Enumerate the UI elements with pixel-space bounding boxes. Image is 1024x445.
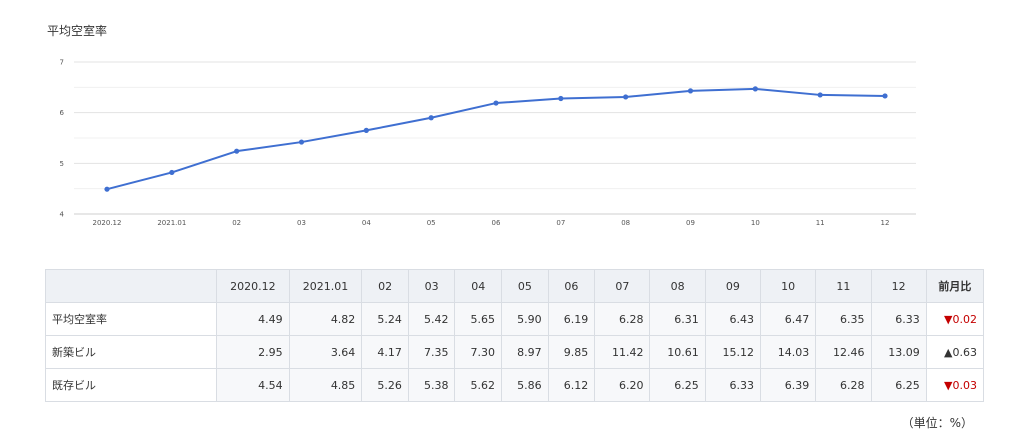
unit-note: （単位：%） [901, 416, 973, 430]
chart-title: 平均空室率 [47, 24, 108, 38]
table-cell: 6.31 [649, 302, 706, 336]
x-tick-label: 08 [621, 219, 630, 227]
x-tick-label: 05 [427, 219, 436, 227]
table-header-cell: 04 [454, 269, 503, 303]
table-cell: 11.42 [594, 335, 651, 369]
table-cell: 10.61 [649, 335, 706, 369]
table-row: 平均空室率 4.49 4.82 5.24 5.42 5.65 5.90 6.19 6.28 6.3… [45, 302, 985, 336]
x-tick-label: 10 [751, 219, 760, 227]
data-point [104, 186, 110, 192]
table-cell: 7.35 [407, 335, 456, 369]
table-cell: 6.39 [759, 368, 817, 402]
table-cell: 6.43 [704, 302, 762, 336]
table-header-cell: 05 [501, 269, 549, 303]
x-tick-label: 12 [881, 219, 890, 227]
table-header-cell: 09 [704, 269, 762, 303]
table-header-empty [45, 269, 217, 303]
y-tick-label: 4 [60, 211, 65, 219]
data-point [623, 94, 629, 100]
table-cell: 5.65 [454, 302, 503, 336]
data-point [817, 92, 823, 98]
table-row: 新築ビル 2.95 3.64 4.17 7.35 7.30 8.97 9.85 11.42 10.… [45, 335, 985, 369]
x-tick-label: 02 [232, 219, 241, 227]
data-point [428, 115, 434, 121]
row-label: 新築ビル [45, 335, 217, 369]
table-header-row: 2020.12 2021.01 02 03 04 05 06 07 08 09 10 11 12 前月比 [45, 269, 985, 303]
table-cell: 5.38 [407, 368, 456, 402]
table-cell: 4.82 [288, 302, 363, 336]
data-point [752, 86, 758, 92]
table-cell: 4.17 [361, 335, 409, 369]
data-point [234, 148, 240, 154]
table-cell: 13.09 [870, 335, 927, 369]
table-header-cell: 10 [759, 269, 817, 303]
data-point [363, 127, 369, 133]
table-cell: 6.19 [547, 302, 596, 336]
data-point [298, 139, 305, 145]
y-tick-label: 6 [60, 109, 65, 117]
table-cell: 3.64 [288, 335, 363, 369]
change-down-cell: ▼0.03 [925, 368, 985, 402]
table-cell: 6.33 [704, 368, 762, 402]
table-cell: 5.62 [454, 368, 503, 402]
table-header-cell: 02 [361, 269, 409, 303]
x-tick-label: 2020.12 [93, 219, 122, 227]
table-cell: 5.24 [361, 302, 409, 336]
table-cell: 14.03 [759, 335, 817, 369]
x-tick-label: 03 [297, 219, 306, 227]
x-tick-label: 04 [362, 219, 371, 227]
data-point [558, 95, 564, 102]
change-down-cell: ▼0.02 [925, 302, 985, 336]
table-cell: 5.90 [501, 302, 549, 336]
table-header-cell: 03 [407, 269, 456, 303]
vacancy-table: 2020.12 2021.01 02 03 04 05 06 07 08 09 10 11 12 前月比 … [45, 269, 985, 402]
y-tick-label: 5 [60, 160, 64, 168]
table-header-cell: 前月比 [925, 269, 985, 303]
y-tick-label: 7 [60, 59, 64, 67]
data-point [493, 100, 499, 106]
table-header-cell: 2020.12 [216, 269, 290, 303]
x-tick-label: 07 [556, 219, 565, 227]
table-cell: 12.46 [815, 335, 872, 369]
table-cell: 15.12 [704, 335, 762, 369]
table-header-cell: 06 [547, 269, 596, 303]
data-point [687, 88, 694, 94]
table-header-cell: 2021.01 [288, 269, 363, 303]
table-cell: 6.33 [870, 302, 927, 336]
table-cell: 6.28 [815, 368, 872, 402]
table-cell: 9.85 [547, 335, 596, 369]
table-cell: 6.28 [594, 302, 651, 336]
table-cell: 6.25 [649, 368, 706, 402]
data-point [169, 169, 175, 176]
x-tick-label: 11 [816, 219, 825, 227]
table-cell: 4.85 [288, 368, 363, 402]
row-label: 平均空室率 [45, 302, 217, 336]
table-cell: 6.12 [547, 368, 596, 402]
table-cell: 6.47 [759, 302, 817, 336]
table-cell: 6.25 [870, 368, 927, 402]
table-cell: 6.35 [815, 302, 872, 336]
x-tick-label: 09 [686, 219, 695, 227]
table-cell: 2.95 [216, 335, 290, 369]
change-up-cell: ▲0.63 [925, 335, 985, 369]
table-cell: 4.49 [216, 302, 290, 336]
table-cell: 5.26 [361, 368, 409, 402]
row-label: 既存ビル [45, 368, 217, 402]
table-header-cell: 08 [649, 269, 706, 303]
x-tick-label: 2021.01 [157, 219, 186, 227]
table-cell: 8.97 [501, 335, 549, 369]
line-chart: 4 5 6 7 2020.12 2021.01 02 03 04 05 06 07 08 09 10 11 12 [60, 59, 916, 227]
table-cell: 6.20 [594, 368, 651, 402]
table-header-cell: 11 [815, 269, 872, 303]
table-header-cell: 07 [594, 269, 651, 303]
table-header-cell: 12 [870, 269, 927, 303]
x-tick-label: 06 [492, 219, 501, 227]
table-cell: 5.42 [407, 302, 456, 336]
table-cell: 4.54 [216, 368, 290, 402]
data-point [882, 93, 888, 99]
table-cell: 5.86 [501, 368, 549, 402]
table-row: 既存ビル 4.54 4.85 5.26 5.38 5.62 5.86 6.12 6.20 6.25… [45, 368, 985, 402]
table-cell: 7.30 [454, 335, 503, 369]
